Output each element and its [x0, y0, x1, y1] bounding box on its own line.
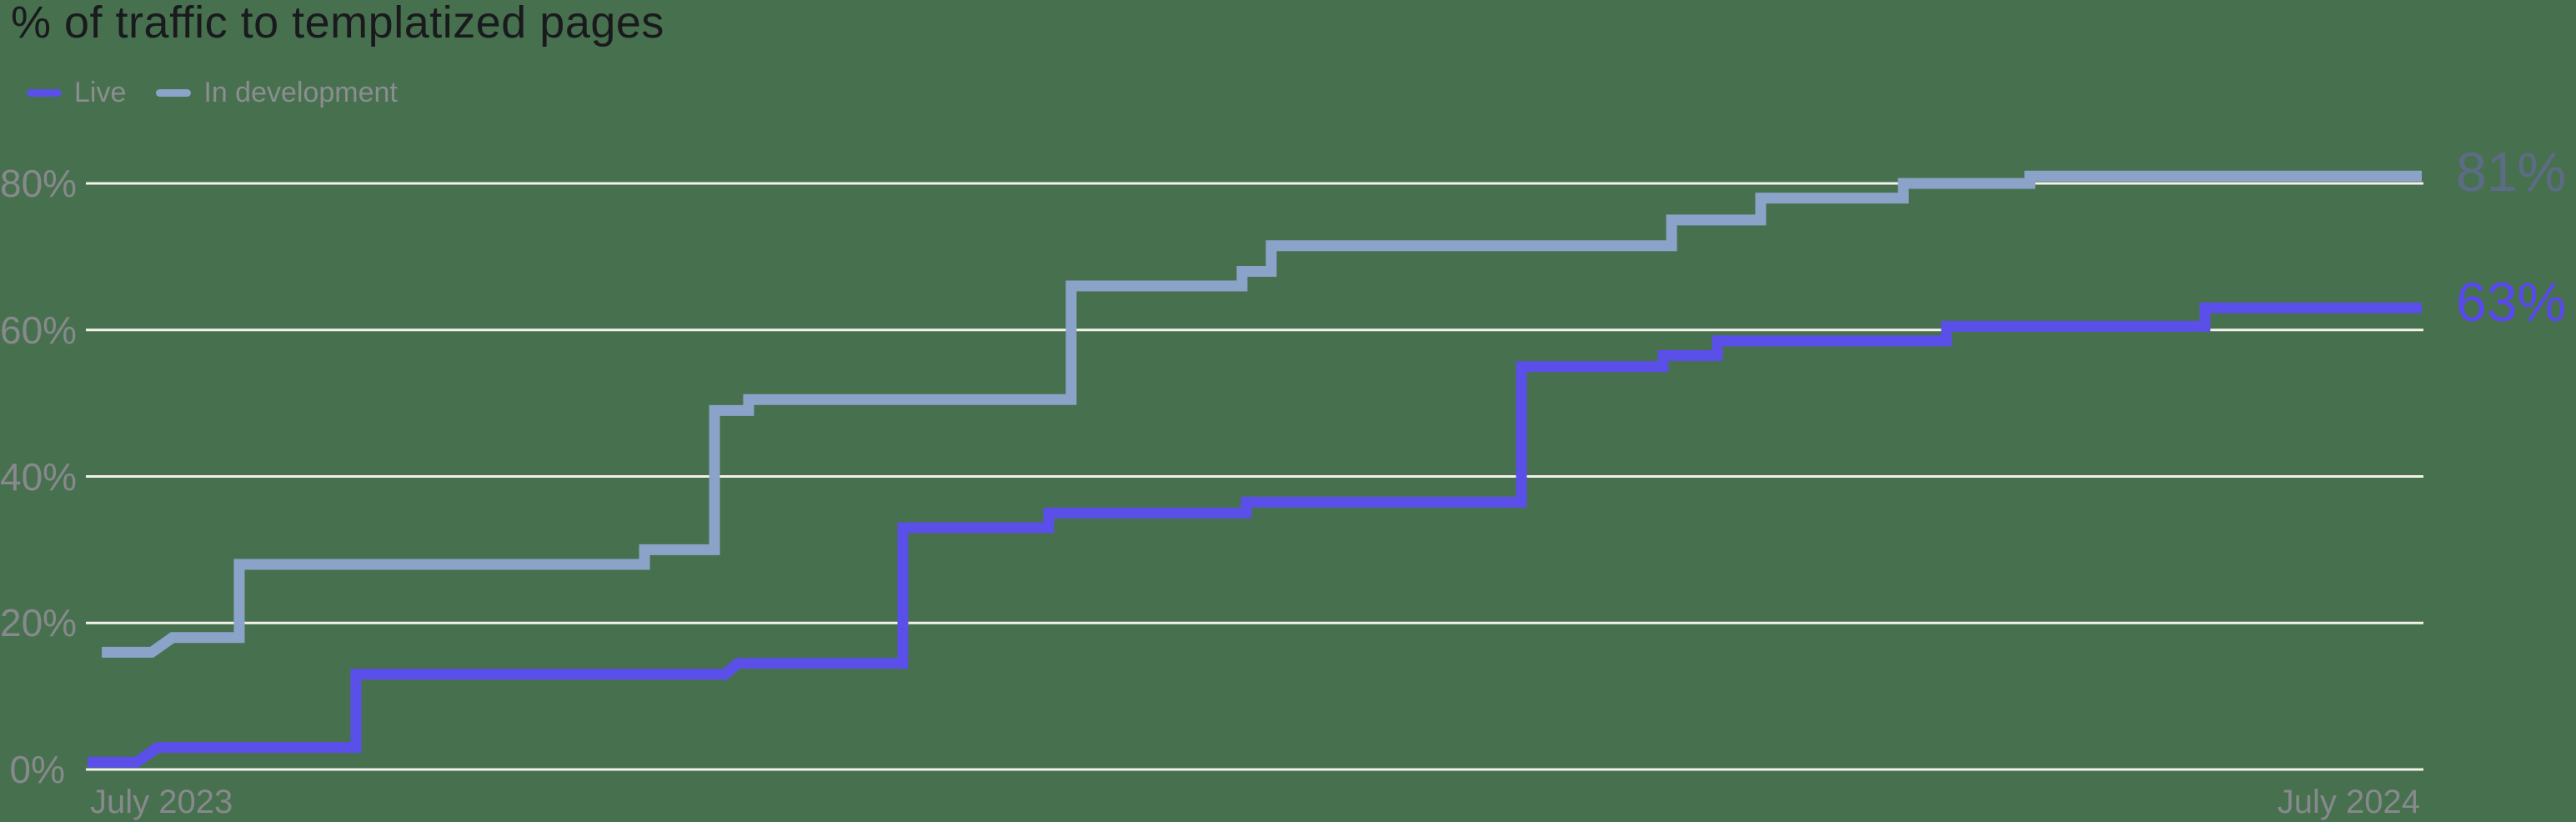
y-axis-tick-20: 20%	[0, 601, 78, 645]
y-axis-tick-80: 80%	[0, 162, 78, 205]
legend-label-live: Live	[74, 77, 127, 108]
legend-item-live: Live	[27, 78, 126, 107]
x-axis-label-start: July 2023	[90, 784, 233, 820]
in-development-line	[102, 170, 2422, 658]
in-development-series-swatch-icon	[156, 88, 192, 97]
in-development-end-value-label: 81%	[2456, 141, 2567, 203]
live-series-swatch-icon	[27, 88, 62, 97]
chart-title: % of traffic to templatized pages	[11, 0, 664, 48]
legend: Live In development	[27, 78, 428, 107]
x-axis-label-end: July 2024	[2277, 784, 2420, 820]
live-line	[88, 302, 2422, 768]
live-end-value-label: 63%	[2456, 271, 2567, 333]
legend-item-in-development: In development	[156, 78, 398, 107]
y-axis-tick-40: 40%	[0, 454, 78, 499]
legend-label-in-development: In development	[203, 77, 398, 108]
y-axis-tick-60: 60%	[0, 308, 78, 352]
y-axis-tick-0: 0%	[9, 748, 65, 791]
